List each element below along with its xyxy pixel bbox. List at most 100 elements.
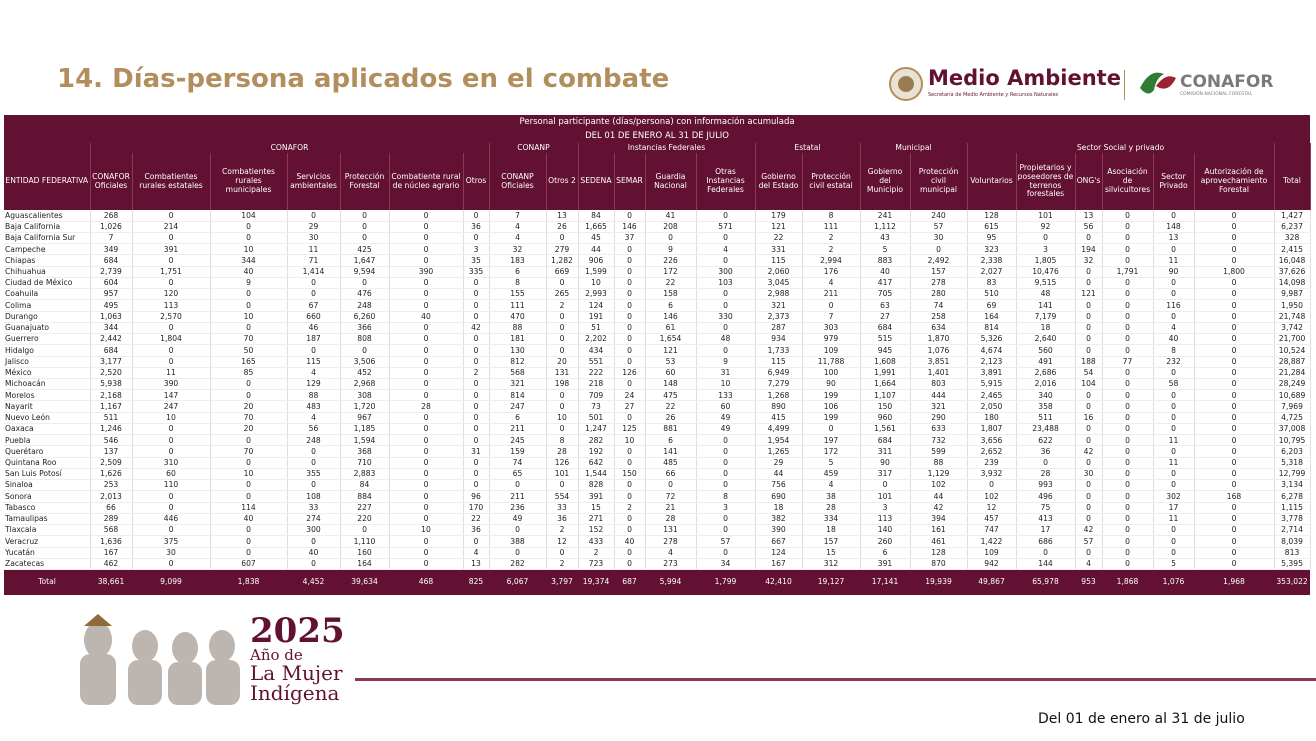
- cell: 1,076: [910, 344, 968, 357]
- cell: 148: [1153, 221, 1195, 233]
- cell: 417: [860, 277, 911, 290]
- cell: 957: [90, 288, 133, 301]
- cell: 4,725: [1274, 412, 1311, 424]
- cell: 40: [287, 547, 341, 559]
- cell: 33: [287, 502, 341, 514]
- cell: 2,509: [90, 457, 133, 469]
- cell: 37,626: [1274, 266, 1311, 278]
- cell: 709: [578, 389, 615, 402]
- cell: 126: [546, 457, 579, 469]
- cell: 0: [287, 457, 341, 469]
- cell: 44: [755, 468, 803, 481]
- cell: 0: [340, 232, 390, 245]
- column-header: Propietarios y poseedores de terrenos fo…: [1016, 153, 1076, 210]
- cell: 0: [210, 457, 288, 469]
- cell: 172: [645, 266, 697, 278]
- cell: 0: [1102, 400, 1154, 413]
- cell: 4: [489, 221, 547, 233]
- cell: 814: [489, 389, 547, 402]
- cell: 109: [967, 547, 1017, 559]
- cell: 0: [389, 221, 464, 233]
- cell: 0: [1194, 423, 1275, 436]
- cell: 330: [696, 311, 756, 323]
- cell: 0: [287, 535, 341, 548]
- cell: 183: [489, 254, 547, 267]
- cell: 152: [578, 524, 615, 537]
- cell: 260: [860, 535, 911, 548]
- data-row: Chiapas 684 0 344 71 1,647 0 35 183 1,282 906 0 226 0…: [4, 254, 1311, 267]
- cell: 6,203: [1274, 445, 1311, 458]
- cell: 8: [546, 434, 579, 447]
- cell: 321: [755, 299, 803, 312]
- group-cell: [4, 143, 91, 153]
- cell: 157: [910, 266, 968, 278]
- state-name: México: [4, 367, 91, 380]
- cell: 197: [802, 434, 861, 447]
- cell: 0: [132, 558, 211, 571]
- cell: 140: [860, 524, 911, 537]
- emblem-line: La Mujer: [250, 661, 343, 685]
- cell: 10,795: [1274, 434, 1311, 447]
- cell: 934: [755, 333, 803, 346]
- cell: 5,915: [967, 378, 1017, 391]
- data-row: Campeche 349 391 10 11 425 0 3 32 279 44 0 9 4 331 2 5 0 3…: [4, 243, 1311, 256]
- cell: 11: [1153, 457, 1195, 469]
- cell: 2: [546, 524, 579, 537]
- cell: 21: [645, 502, 697, 514]
- cell: 388: [489, 535, 547, 548]
- cell: 0: [463, 232, 490, 245]
- cell: 0: [389, 333, 464, 346]
- cell: 960: [860, 412, 911, 424]
- cell: 1,026: [90, 221, 133, 233]
- cell: 8: [696, 490, 756, 503]
- cell: 495: [90, 299, 133, 312]
- cell: 6: [489, 412, 547, 424]
- cell: 279: [546, 243, 579, 256]
- cell: 8: [1153, 344, 1195, 357]
- cell: 546: [90, 434, 133, 447]
- cell: 36: [546, 513, 579, 526]
- emblem-line: Año de: [250, 646, 303, 664]
- cell: 979: [802, 333, 861, 346]
- cell: 0: [1194, 344, 1275, 357]
- cell: 17: [1153, 502, 1195, 514]
- cell: 0: [1102, 277, 1154, 290]
- cell: 415: [755, 412, 803, 424]
- cell: 0: [614, 266, 646, 278]
- column-header: Protección civil estatal: [802, 153, 861, 210]
- cell: 198: [546, 378, 579, 391]
- cell: 16,048: [1274, 254, 1311, 267]
- cell: 273: [645, 558, 697, 571]
- caption: Personal participante (días/persona) con…: [4, 115, 1311, 129]
- caption: DEL 01 DE ENERO AL 31 DE JULIO: [4, 129, 1311, 143]
- cell: 331: [755, 243, 803, 256]
- column-header: Asociación de silvicultores: [1102, 153, 1154, 210]
- cell: 44: [578, 243, 615, 256]
- cell: 0: [463, 210, 490, 222]
- group-cell: [1274, 143, 1311, 153]
- cell: 124: [755, 547, 803, 559]
- cell: 164: [340, 558, 390, 571]
- cell: 265: [546, 288, 579, 301]
- cell: 90: [1153, 266, 1195, 278]
- cell: 906: [578, 254, 615, 267]
- cell: 131: [645, 524, 697, 537]
- cell: 0: [1102, 299, 1154, 312]
- cell: 188: [1075, 356, 1103, 368]
- cell: 0: [1153, 311, 1195, 323]
- cell: 9: [210, 277, 288, 290]
- state-name: Nuevo León: [4, 412, 91, 424]
- cell: 0: [389, 344, 464, 357]
- cell: 0: [1102, 502, 1154, 514]
- cell: 60: [132, 468, 211, 481]
- cell: 0: [1075, 400, 1103, 413]
- state-name: Sinaloa: [4, 479, 91, 492]
- cell: 70: [210, 333, 288, 346]
- cell: 248: [287, 434, 341, 447]
- cell: 0: [614, 344, 646, 357]
- cell: 1,427: [1274, 210, 1311, 222]
- cell: 2,686: [1016, 367, 1076, 380]
- cell: 121: [645, 344, 697, 357]
- state-name: San Luis Potosí: [4, 468, 91, 481]
- cell: 146: [614, 221, 646, 233]
